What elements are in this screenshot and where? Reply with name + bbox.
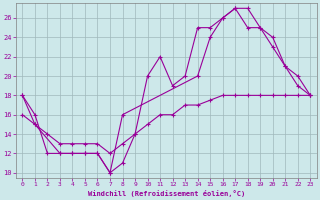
X-axis label: Windchill (Refroidissement éolien,°C): Windchill (Refroidissement éolien,°C): [88, 190, 245, 197]
